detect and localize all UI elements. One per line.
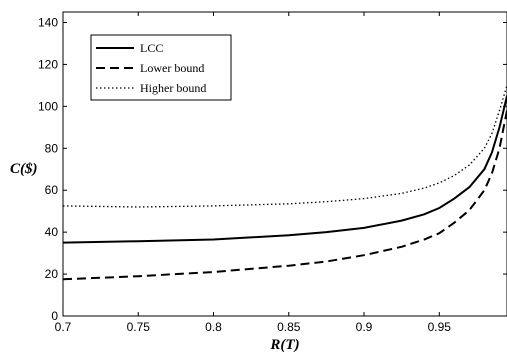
- y-tick-label: 0: [51, 309, 58, 323]
- x-tick-label: 0.95: [428, 320, 452, 334]
- y-tick-label: 20: [45, 267, 59, 281]
- legend: LCC Lower bound Higher bound: [90, 34, 232, 101]
- x-tick-label: 0.7: [55, 320, 72, 334]
- y-axis-title: C($): [10, 161, 38, 177]
- series-line-lower-bound: [62, 110, 507, 281]
- x-axis-title: R(T): [269, 337, 299, 353]
- x-tick-label: 0.8: [205, 320, 222, 334]
- y-tick-label: 140: [38, 15, 58, 29]
- legend-label: Lower bound: [140, 61, 204, 75]
- y-tick-label: 60: [45, 183, 59, 197]
- y-axis: 0 20 40 60 80 100 120 140: [38, 15, 507, 323]
- y-tick-label: 40: [45, 225, 59, 239]
- legend-label: Higher bound: [140, 81, 206, 95]
- series-lines: [62, 85, 507, 281]
- y-tick-label: 100: [38, 99, 58, 113]
- y-tick-label: 80: [45, 141, 59, 155]
- x-tick-label: 0.9: [356, 320, 373, 334]
- x-tick-label: 0.75: [127, 320, 151, 334]
- series-line-lcc: [62, 95, 507, 244]
- x-tick-label: 0.85: [277, 320, 301, 334]
- y-tick-label: 120: [38, 57, 58, 71]
- legend-label: LCC: [140, 41, 163, 55]
- x-axis: 0.7 0.75 0.8 0.85 0.9 0.95: [55, 12, 452, 334]
